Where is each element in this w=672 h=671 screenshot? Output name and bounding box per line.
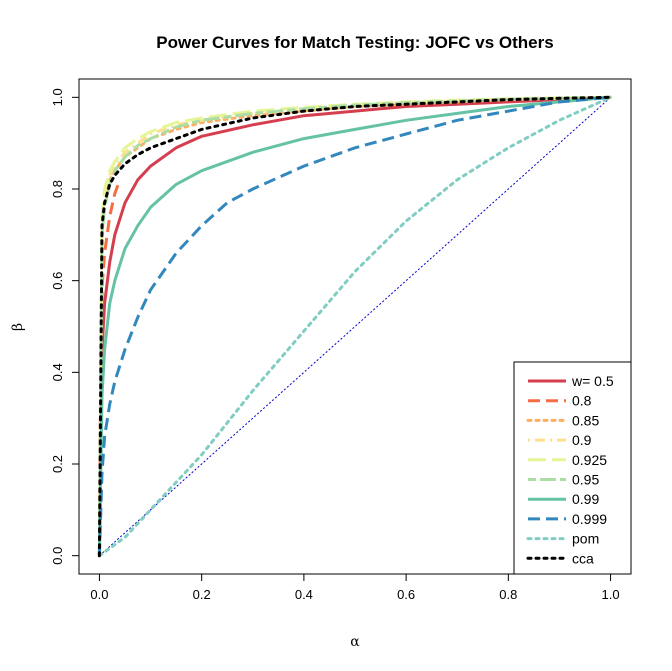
y-axis-label: β bbox=[10, 323, 26, 331]
legend-label: 0.9 bbox=[572, 432, 592, 448]
y-tick-label: 0.0 bbox=[50, 547, 65, 565]
x-axis-label: α bbox=[350, 634, 360, 650]
legend-box bbox=[513, 361, 632, 575]
legend-label: 0.85 bbox=[572, 412, 599, 428]
series-line bbox=[97, 179, 122, 556]
series-line bbox=[97, 95, 613, 558]
x-tick-label: 1.0 bbox=[602, 587, 620, 602]
series-line bbox=[97, 95, 611, 556]
chart-title: Power Curves for Match Testing: JOFC vs … bbox=[156, 33, 553, 52]
series-line bbox=[97, 95, 611, 556]
y-tick-label: 0.8 bbox=[50, 180, 65, 198]
x-tick-label: 0.2 bbox=[193, 587, 211, 602]
legend-label: cca bbox=[572, 550, 594, 566]
x-tick-label: 0.0 bbox=[90, 587, 108, 602]
x-tick-label: 0.6 bbox=[397, 587, 415, 602]
legend-label: 0.99 bbox=[572, 491, 599, 507]
legend-label: 0.8 bbox=[572, 393, 592, 409]
x-tick-label: 0.4 bbox=[295, 587, 313, 602]
x-tick-label: 0.8 bbox=[499, 587, 517, 602]
y-tick-label: 0.4 bbox=[50, 363, 65, 381]
reference-diagonal-line bbox=[99, 96, 611, 557]
legend: w= 0.5 0.8 0.85 0.9 0.925 0.95 0.99 0.999 pom cca bbox=[513, 361, 632, 575]
legend-label: 0.999 bbox=[572, 511, 607, 527]
series-line bbox=[97, 95, 613, 558]
legend-label: 0.95 bbox=[572, 472, 599, 488]
y-tick-label: 0.6 bbox=[50, 272, 65, 290]
y-tick-label: 1.0 bbox=[50, 88, 65, 106]
legend-label: 0.925 bbox=[572, 452, 607, 468]
legend-label: w= 0.5 bbox=[571, 373, 614, 389]
series-group bbox=[97, 95, 613, 558]
legend-label: pom bbox=[572, 531, 599, 547]
series-line bbox=[97, 95, 611, 556]
y-tick-label: 0.2 bbox=[50, 455, 65, 473]
